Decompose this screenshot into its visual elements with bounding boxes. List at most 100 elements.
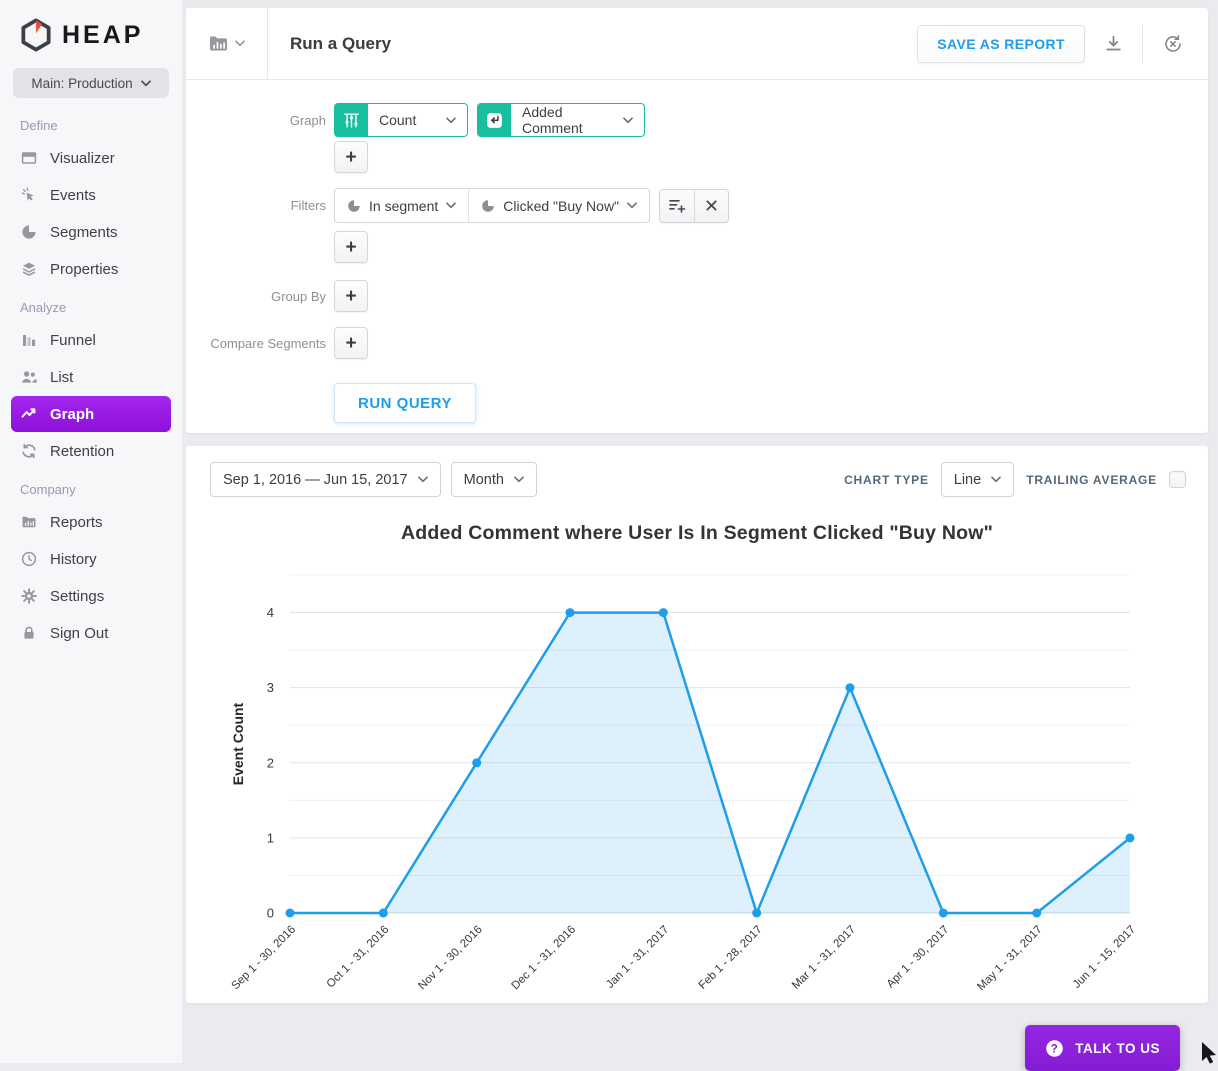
add-group-by-button[interactable]: + [334,280,368,312]
chart-type-dropdown[interactable]: Line [940,462,1015,497]
sidebar-item-label: Properties [50,260,119,278]
click-icon [21,187,37,203]
download-button[interactable] [1102,32,1125,55]
svg-text:Event Count: Event Count [230,702,246,785]
sidebar-section-label: Company [20,482,76,497]
svg-text:0: 0 [267,906,274,921]
environment-label: Main: Production [31,75,133,91]
reset-query-button[interactable] [1160,31,1186,57]
date-range-dropdown[interactable]: Sep 1, 2016 — Jun 15, 2017 [210,462,441,497]
chevron-down-icon [627,202,637,209]
sidebar-item-list[interactable]: List [11,359,171,395]
svg-text:Feb 1 - 28, 2017: Feb 1 - 28, 2017 [697,924,765,992]
run-query-button[interactable]: RUN QUERY [334,383,476,423]
sidebar-item-label: List [50,368,74,386]
filter-value: Clicked "Buy Now" [503,197,620,214]
page-title: Run a Query [290,33,392,53]
line-graph-icon [21,406,37,422]
environment-selector[interactable]: Main: Production [13,68,169,98]
close-icon [705,199,718,212]
sidebar-item-reports[interactable]: Reports [11,504,171,540]
svg-text:4: 4 [267,605,274,620]
sidebar-item-sign-out[interactable]: Sign Out [11,615,171,651]
event-value: Added Comment [522,104,583,136]
gear-icon [21,588,37,604]
top-bar: Run a Query SAVE AS REPORT [186,8,1208,80]
pie-icon [481,199,495,213]
save-as-report-button[interactable]: SAVE AS REPORT [917,24,1085,63]
add-graph-series-button[interactable]: + [334,141,368,173]
graph-row-label: Graph [289,112,326,128]
sidebar-item-funnel[interactable]: Funnel [11,322,171,358]
sidebar-item-retention[interactable]: Retention [11,433,171,469]
filters-row-label: Filters [290,198,326,213]
sidebar-item-visualizer[interactable]: Visualizer [11,140,171,176]
trailing-average-label: TRAILING AVERAGE [1026,472,1157,487]
group-by-row-label: Group By [271,288,326,304]
sidebar-item-label: Segments [50,223,118,241]
granularity-dropdown[interactable]: Month [450,462,537,497]
add-compare-segment-button[interactable]: + [334,327,368,359]
trailing-average-checkbox[interactable] [1169,471,1186,488]
date-range-value: Sep 1, 2016 — Jun 15, 2017 [223,471,408,488]
main-content: Run a Query SAVE AS REPORT Graph Count [186,8,1208,1003]
compare-segments-row-label: Compare Segments [210,335,326,351]
chart-type-value: Line [953,471,982,488]
folder-chart-icon [21,514,37,530]
filter-operator-dropdown[interactable]: In segment [335,189,468,222]
svg-text:May 1 - 31, 2017: May 1 - 31, 2017 [975,924,1045,994]
filter-value-dropdown[interactable]: Clicked "Buy Now" [468,189,649,222]
sidebar-item-graph[interactable]: Graph [11,396,171,432]
sidebar-item-events[interactable]: Events [11,177,171,213]
remove-filter-button[interactable] [694,189,729,222]
talk-to-us-label: TALK TO US [1075,1040,1160,1056]
sidebar-item-settings[interactable]: Settings [11,578,171,614]
folder-chart-icon [208,33,229,54]
brand-name: HEAP [62,20,144,49]
metric-value: Count [379,112,417,128]
sidebar-item-label: History [50,550,97,568]
talk-to-us-button[interactable]: ? TALK TO US [1025,1025,1180,1071]
svg-text:1: 1 [267,830,274,845]
sidebar-nav: Define Visualizer Events Segments Properties… [11,106,171,651]
sidebar-item-label: Reports [50,513,103,531]
pie-icon [21,224,37,240]
sidebar-item-properties[interactable]: Properties [11,251,171,287]
sidebar-item-label: Events [50,186,96,204]
sidebar-item-label: Graph [50,405,95,423]
lock-icon [21,625,37,641]
count-icon [335,104,368,136]
chart-type-label: CHART TYPE [844,472,929,487]
sidebar-item-label: Visualizer [50,149,115,167]
line-chart: 0 1 2 3 4 Event Count Sep 1 - 30, 2016 Oct 1 - … [229,574,1138,994]
sidebar-item-segments[interactable]: Segments [11,214,171,250]
report-picker-button[interactable] [186,8,268,79]
refresh-icon [21,443,37,459]
event-dropdown[interactable]: Added Comment [477,103,645,137]
sidebar-item-label: Sign Out [50,624,109,642]
sidebar-item-label: Settings [50,587,105,605]
filter-group: In segment Clicked "Buy Now" [334,188,651,223]
metric-dropdown[interactable]: Count [334,103,468,137]
svg-text:Apr 1 - 30, 2017: Apr 1 - 30, 2017 [885,924,952,991]
svg-text:Sep 1 - 30, 2016: Sep 1 - 30, 2016 [229,924,298,993]
query-builder: Graph Count Added Comment + [186,80,1208,423]
chevron-down-icon [991,476,1002,483]
sidebar-section-label: Analyze [20,300,67,315]
add-filter-button[interactable]: + [334,231,368,263]
svg-text:2: 2 [267,755,274,770]
chevron-down-icon [514,476,524,483]
question-icon: ? [1045,1039,1064,1058]
people-icon [21,369,37,385]
chevron-down-icon [235,40,245,47]
sidebar-item-history[interactable]: History [11,541,171,577]
svg-text:?: ? [1051,1043,1059,1055]
list-add-icon [668,198,686,213]
svg-text:Oct 1 - 31, 2016: Oct 1 - 31, 2016 [325,924,392,991]
svg-text:Jun 1 - 15, 2017: Jun 1 - 15, 2017 [1071,924,1138,991]
svg-text:Dec 1 - 31, 2016: Dec 1 - 31, 2016 [510,924,579,993]
clock-icon [21,551,37,567]
add-filter-condition-button[interactable] [660,189,695,222]
window-icon [21,150,37,166]
chart-card: Sep 1, 2016 — Jun 15, 2017 Month CHART T… [186,446,1208,1003]
